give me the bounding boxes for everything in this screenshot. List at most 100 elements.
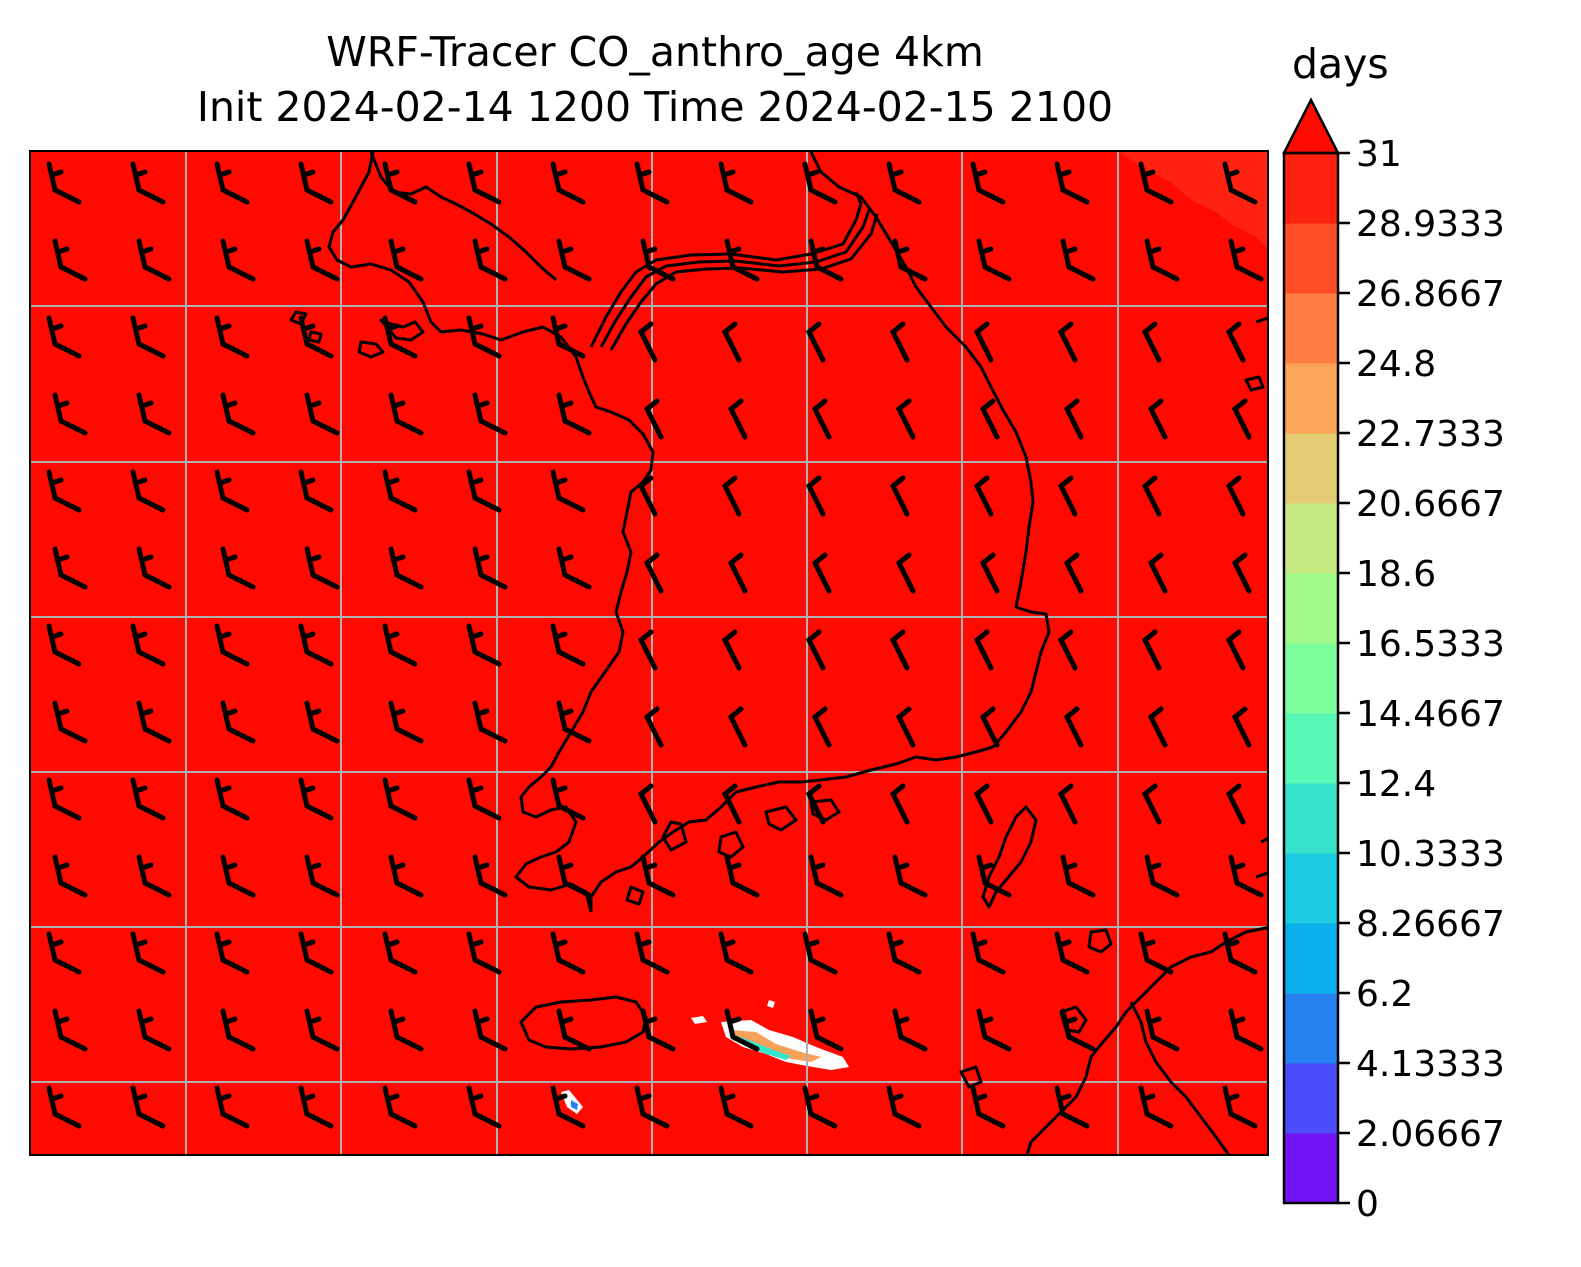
wind-barb: [718, 161, 754, 205]
wind-barb: [46, 469, 82, 513]
wind-barb: [979, 706, 1000, 748]
wind-barb: [1054, 1085, 1090, 1129]
wind-barb: [1225, 629, 1246, 671]
wind-barb: [556, 1008, 592, 1052]
wind-barb: [46, 777, 82, 821]
wind-barb: [298, 469, 334, 513]
wind-barb: [889, 629, 910, 671]
wind-barb: [973, 629, 994, 671]
coastline-tsushima: [981, 805, 1038, 909]
wind-barb: [811, 398, 832, 440]
wind-barb: [550, 623, 586, 667]
wind-barb: [382, 315, 418, 359]
coastline-islands-south: [625, 798, 841, 906]
wind-barb: [805, 475, 826, 517]
coastlines: [289, 152, 1267, 1154]
low-age-patch-west: [691, 1016, 707, 1024]
wind-barb: [382, 1085, 418, 1129]
wind-barb: [220, 546, 256, 590]
wind-barb: [721, 783, 742, 825]
wind-barb: [718, 931, 754, 975]
wind-barb: [304, 1008, 340, 1052]
wind-barb: [1060, 854, 1096, 898]
wind-barb: [976, 1008, 1012, 1052]
low-age-patch-south-edge: [731, 1034, 791, 1060]
wind-barb: [895, 706, 916, 748]
colorbar-level: [1284, 293, 1338, 364]
wind-barb: [550, 1085, 586, 1129]
wind-barb: [214, 777, 250, 821]
colorbar-level: [1284, 993, 1338, 1064]
wind-barb: [970, 931, 1006, 975]
wind-barb: [976, 854, 1012, 898]
wind-barb: [466, 623, 502, 667]
colorbar-tick-label: 4.13333: [1356, 1044, 1505, 1085]
wind-barb: [1054, 161, 1090, 205]
wind-barb: [298, 931, 334, 975]
wind-barb: [970, 1085, 1006, 1129]
wind-barb: [52, 854, 88, 898]
coastline-estuary-2: [599, 209, 871, 348]
wind-barb: [136, 854, 172, 898]
low-age-patch-islet: [767, 1000, 775, 1008]
colorbar-level: [1284, 643, 1338, 714]
wind-barb: [1063, 398, 1084, 440]
wind-barb: [1057, 783, 1078, 825]
wind-barb: [46, 1085, 82, 1129]
wind-barb: [970, 161, 1006, 205]
wind-barb: [220, 238, 256, 282]
map-canvas: [31, 152, 1267, 1154]
wind-barb: [1222, 931, 1258, 975]
wind-barb: [895, 552, 916, 594]
low-age-patches: [561, 1000, 849, 1114]
wind-barb: [1060, 238, 1096, 282]
wind-barb: [1138, 1085, 1174, 1129]
wind-barb: [556, 854, 592, 898]
wind-barb: [298, 1085, 334, 1129]
wind-barb: [388, 700, 424, 744]
wind-barb: [1228, 1008, 1264, 1052]
wind-barb: [640, 854, 676, 898]
wind-barb: [889, 475, 910, 517]
wind-barb: [727, 398, 748, 440]
colorbar: 0 2.06667 4.13333 6.2 8.26667 10.3333 12.4 14.4…: [1281, 97, 1505, 1225]
wind-barb: [892, 854, 928, 898]
wind-barb: [214, 469, 250, 513]
wind-barb: [550, 315, 586, 359]
colorbar-level: [1284, 853, 1338, 924]
colorbar-ticks: 0 2.06667 4.13333 6.2 8.26667 10.3333 12.4 14.4…: [1338, 134, 1505, 1225]
wind-barb: [136, 392, 172, 436]
wind-barb: [130, 161, 166, 205]
wind-barb: [643, 706, 664, 748]
wind-barb: [889, 783, 910, 825]
colorbar-tick-label: 0: [1356, 1184, 1379, 1225]
colorbar-level: [1284, 503, 1338, 574]
colorbar-tick-label: 12.4: [1356, 764, 1436, 805]
wind-barb: [304, 392, 340, 436]
wind-barb: [550, 469, 586, 513]
wind-barb: [388, 238, 424, 282]
wind-barb: [1057, 629, 1078, 671]
wind-barb: [805, 321, 826, 363]
wind-barb: [52, 546, 88, 590]
map-panel: [29, 150, 1269, 1156]
wind-barb: [637, 321, 658, 363]
colorbar-levels: [1284, 153, 1338, 1204]
coastline-south-fringe-2: [514, 775, 593, 913]
coastline-south-fringe: [589, 745, 994, 912]
wind-barb: [382, 777, 418, 821]
wind-barb: [214, 315, 250, 359]
chart-title-line-1: WRF-Tracer CO_anthro_age 4km: [326, 28, 984, 76]
wind-barb: [1147, 706, 1168, 748]
colorbar-level: [1284, 363, 1338, 434]
wind-barb: [637, 629, 658, 671]
wind-barb: [52, 1008, 88, 1052]
wind-barb: [556, 392, 592, 436]
colorbar-level: [1284, 1063, 1338, 1134]
wind-barb: [1147, 552, 1168, 594]
wind-barb: [721, 629, 742, 671]
wind-barb: [886, 931, 922, 975]
wind-barb: [466, 161, 502, 205]
wind-barb: [304, 700, 340, 744]
colorbar-level: [1284, 783, 1338, 854]
